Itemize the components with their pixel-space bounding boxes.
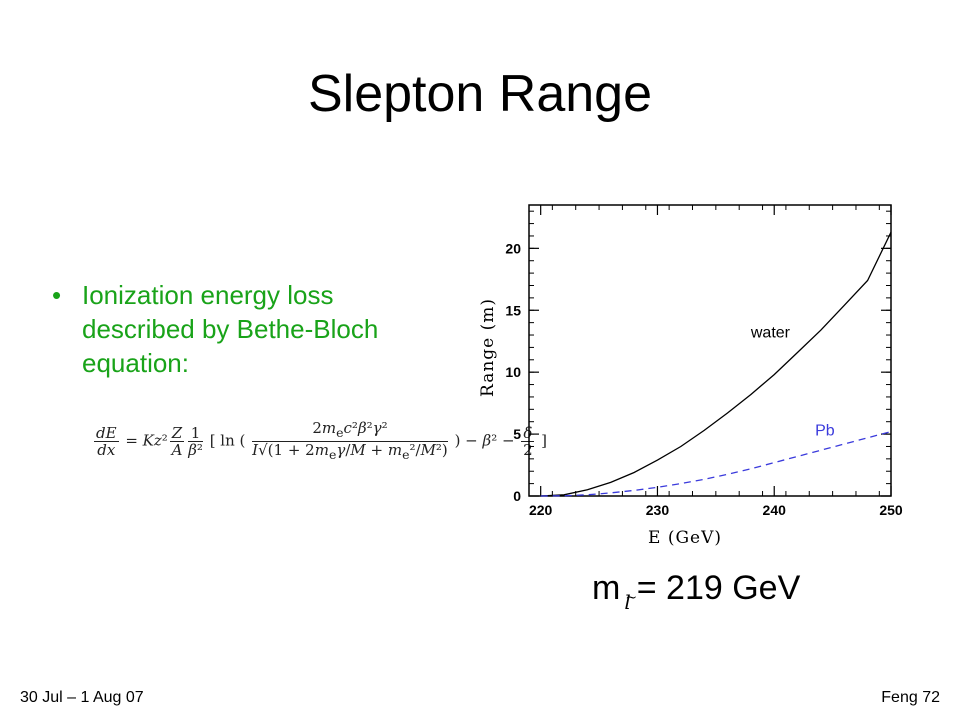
series-label-pb: Pb [815, 422, 835, 439]
slepton-mass: m ~ l = 219 GeV [592, 568, 801, 614]
y-tick-label: 20 [505, 240, 521, 256]
plot-frame [528, 204, 892, 497]
y-axis-label: Range (m) [478, 298, 498, 397]
mass-subscript: ~ l [624, 590, 638, 614]
x-tick-label: 250 [879, 502, 903, 518]
range-chart: 220 230 240 250 0 5 10 15 20 E (GeV) Range (m) wate… [478, 204, 903, 548]
series-label-water: water [750, 324, 791, 341]
bullet-text: Ionization energy loss described by Beth… [82, 280, 379, 378]
x-tick-label: 230 [646, 502, 670, 518]
footer-date: 30 Jul – 1 Aug 07 [20, 689, 144, 706]
mass-value: = 219 GeV [636, 569, 801, 607]
bethe-bloch-equation: dE dx = Kz² Z A 1 β² [ ln ( 2mec²β²γ² I√(1 + 2… [94, 419, 547, 462]
y-tick-label: 10 [505, 364, 521, 380]
x-axis-label: E (GeV) [648, 528, 722, 548]
y-tick-label: 5 [513, 426, 521, 442]
y-tick-label: 15 [505, 302, 521, 318]
slide-title: Slepton Range [307, 65, 653, 123]
x-tick-label: 240 [763, 502, 787, 518]
mass-symbol: m [592, 569, 621, 607]
y-tick-label: 0 [513, 488, 521, 504]
series-line-water [540, 231, 892, 497]
bullet-dot: • [52, 280, 62, 310]
footer-page: Feng 72 [881, 689, 940, 706]
series-line-pb [540, 430, 892, 497]
x-tick-label: 220 [529, 502, 553, 518]
